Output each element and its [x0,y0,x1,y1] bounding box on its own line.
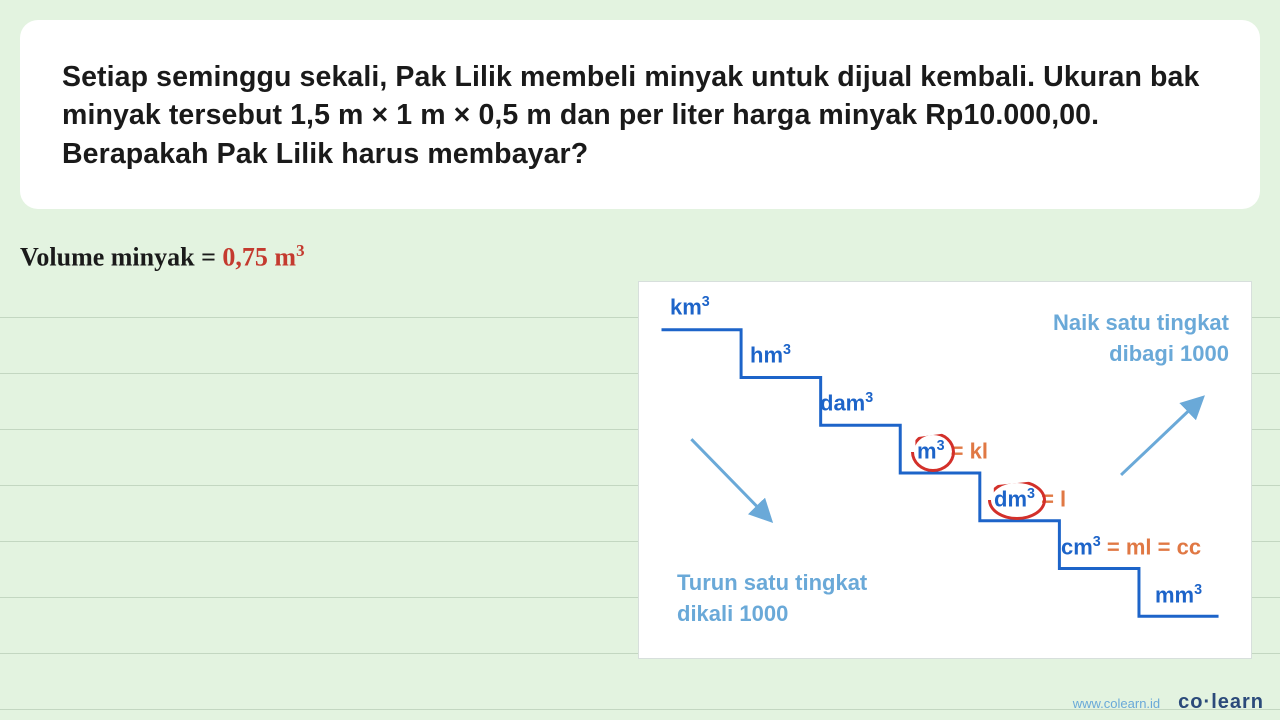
unit-ladder-card: km3hm3dam3m3 = kldm3 = lcm3 = ml = ccmm3… [638,281,1252,659]
page-background: Setiap seminggu sekali, Pak Lilik membel… [0,0,1280,720]
note-up: Naik satu tingkat dibagi 1000 [1053,308,1229,370]
footer-brand-b: learn [1211,691,1264,713]
note-down-line2: dikali 1000 [677,599,867,630]
step-cm: cm3 = ml = cc [1061,534,1201,560]
note-up-line1: Naik satu tingkat [1053,308,1229,339]
solution-value-exp: 3 [296,241,304,260]
step-unit-exp: 3 [783,342,791,358]
footer: www.colearn.id co·learn [1073,691,1264,714]
step-hm: hm3 [750,342,791,368]
footer-brand: co·learn [1178,691,1264,714]
solution-value: 0,75 m [222,243,296,272]
question-card: Setiap seminggu sekali, Pak Lilik membel… [20,20,1260,209]
arrow-down-icon [691,439,769,519]
step-unit-exp: 3 [702,294,710,310]
note-down: Turun satu tingkat dikali 1000 [677,568,867,630]
footer-brand-a: co [1178,691,1203,713]
solution-line: Volume minyak = 0,75 m3 [20,241,305,273]
step-mm: mm3 [1155,582,1202,608]
step-unit: hm [750,342,783,367]
note-up-line2: dibagi 1000 [1053,339,1229,370]
step-unit-exp: 3 [865,390,873,406]
circle-m [911,432,955,472]
step-unit: cm [1061,534,1093,559]
step-unit: dam [820,390,865,415]
footer-url: www.colearn.id [1073,696,1160,711]
step-unit-exp: 3 [1194,582,1202,598]
note-down-line1: Turun satu tingkat [677,568,867,599]
step-alias: = kl [951,438,988,463]
step-unit-exp: 3 [1093,534,1101,550]
step-alias: = ml = cc [1107,534,1201,559]
arrow-up-icon [1121,399,1201,475]
step-km: km3 [670,294,710,320]
step-dam: dam3 [820,390,873,416]
solution-label: Volume minyak = [20,243,222,272]
question-text: Setiap seminggu sekali, Pak Lilik membel… [62,58,1218,173]
step-unit: km [670,294,702,319]
circle-dm [988,480,1046,520]
step-unit: mm [1155,582,1194,607]
